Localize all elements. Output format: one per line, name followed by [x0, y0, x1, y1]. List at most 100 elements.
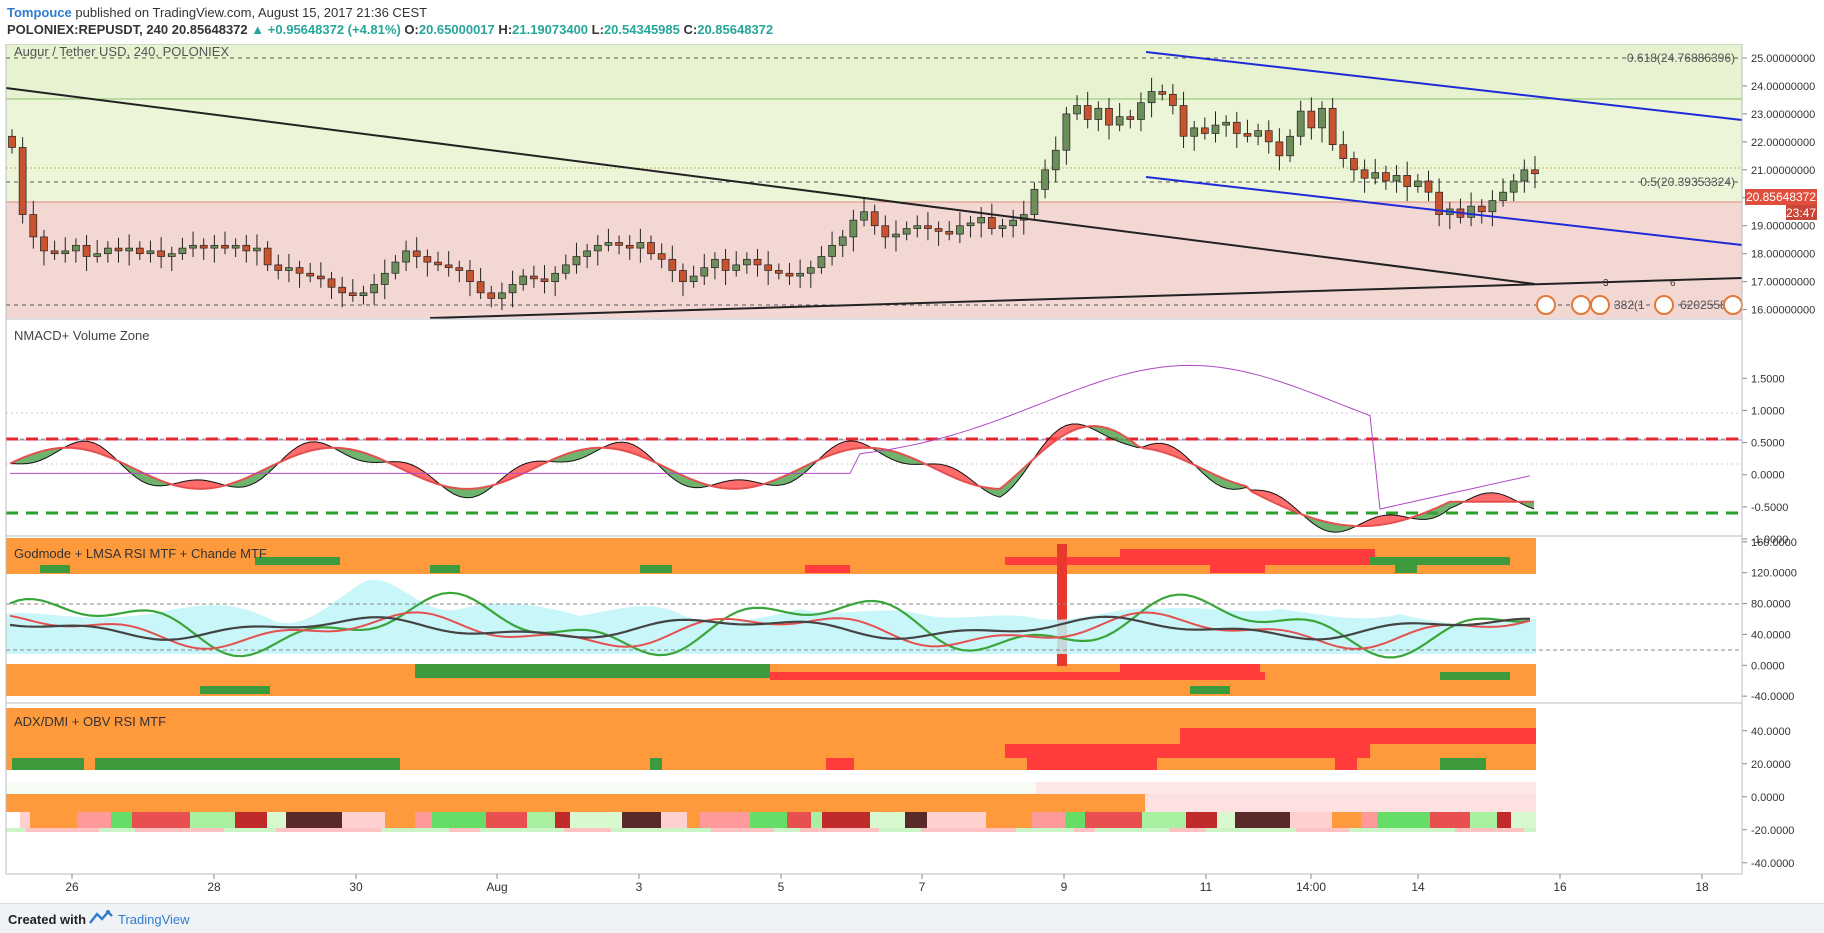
candle[interactable]	[114, 247, 123, 252]
candle[interactable]	[412, 250, 421, 257]
candle[interactable]	[1073, 105, 1081, 115]
candle[interactable]	[647, 242, 655, 255]
candle[interactable]	[572, 256, 581, 266]
candle[interactable]	[902, 228, 911, 235]
candle[interactable]	[50, 250, 59, 255]
candle[interactable]	[860, 211, 868, 221]
candle[interactable]	[1531, 169, 1539, 175]
candle[interactable]	[1254, 130, 1262, 137]
candle[interactable]	[849, 219, 858, 238]
nmacd-pane[interactable]: NMACD+ Volume Zone 1.5000 1.0000 0.5000 0.0…	[6, 328, 1788, 546]
candle[interactable]	[593, 244, 602, 252]
candle[interactable]	[1041, 169, 1049, 190]
candle[interactable]	[945, 230, 954, 235]
candle[interactable]	[1083, 105, 1092, 120]
candle[interactable]	[466, 270, 474, 283]
candle[interactable]	[828, 244, 836, 257]
candle[interactable]	[135, 247, 144, 255]
candle[interactable]	[870, 211, 879, 227]
candle[interactable]	[604, 242, 613, 246]
candle[interactable]	[1094, 107, 1103, 120]
candle[interactable]	[998, 225, 1007, 229]
candle[interactable]	[1318, 107, 1326, 129]
candle[interactable]	[29, 214, 38, 238]
candle[interactable]	[1371, 172, 1380, 179]
candle[interactable]	[1211, 124, 1220, 134]
candle[interactable]	[508, 284, 517, 294]
candle[interactable]	[1115, 116, 1124, 126]
candle[interactable]	[1328, 107, 1337, 146]
candle[interactable]	[178, 247, 187, 255]
candle[interactable]	[199, 244, 208, 249]
candle[interactable]	[1350, 158, 1358, 171]
candle[interactable]	[540, 278, 549, 283]
candle[interactable]	[1137, 102, 1145, 120]
candle[interactable]	[1222, 121, 1230, 126]
candle[interactable]	[498, 292, 506, 299]
candle[interactable]	[892, 233, 900, 238]
candle[interactable]	[679, 270, 687, 283]
candle[interactable]	[8, 135, 16, 148]
candle[interactable]	[274, 264, 283, 271]
candle[interactable]	[721, 258, 730, 271]
candle[interactable]	[359, 292, 368, 296]
candle[interactable]	[317, 275, 325, 280]
candle[interactable]	[104, 247, 112, 255]
candle[interactable]	[1339, 144, 1348, 159]
candle[interactable]	[636, 242, 645, 249]
candle[interactable]	[189, 244, 197, 249]
candle[interactable]	[1509, 180, 1518, 193]
candle[interactable]	[157, 250, 165, 257]
channel-lower-line[interactable]	[1145, 176, 1743, 246]
channel-upper-line[interactable]	[1145, 51, 1743, 121]
candle[interactable]	[1382, 172, 1390, 182]
candle[interactable]	[838, 236, 847, 246]
candle[interactable]	[1477, 205, 1486, 213]
candle[interactable]	[1275, 141, 1284, 157]
candle[interactable]	[732, 264, 741, 271]
candle[interactable]	[1169, 93, 1177, 106]
flag-icon[interactable]	[1723, 295, 1743, 315]
candle[interactable]	[1179, 105, 1188, 137]
candle[interactable]	[1520, 169, 1529, 182]
candle[interactable]	[1126, 116, 1135, 120]
candle[interactable]	[444, 264, 453, 269]
candle[interactable]	[881, 225, 890, 238]
candle[interactable]	[700, 267, 709, 277]
candle[interactable]	[934, 228, 943, 232]
candle[interactable]	[1158, 91, 1167, 95]
candle[interactable]	[924, 225, 932, 229]
candle[interactable]	[221, 244, 229, 249]
candle[interactable]	[1243, 133, 1252, 137]
candle[interactable]	[956, 225, 964, 235]
candle[interactable]	[146, 250, 155, 255]
candle[interactable]	[689, 275, 698, 283]
candle[interactable]	[306, 272, 315, 277]
price-pane[interactable]: Augur / Tether USD, 240, POLONIEX 0.618(…	[5, 44, 1817, 319]
candle[interactable]	[711, 258, 719, 269]
trendline-descending[interactable]	[5, 87, 1536, 285]
candle[interactable]	[987, 216, 996, 229]
candle[interactable]	[391, 261, 400, 274]
candle[interactable]	[40, 236, 48, 252]
candle[interactable]	[615, 242, 623, 246]
candle[interactable]	[338, 286, 347, 294]
candle[interactable]	[253, 247, 261, 252]
candle[interactable]	[519, 275, 528, 285]
candle[interactable]	[93, 253, 102, 257]
godmode-axis[interactable]: 160.0000 120.0000 80.0000 40.0000 0.0000 -40.…	[1742, 537, 1797, 703]
adx-axis[interactable]: 40.0000 20.0000 0.0000 -20.0000 -40.0000	[1742, 726, 1794, 870]
candle[interactable]	[231, 244, 240, 249]
candle[interactable]	[1403, 175, 1412, 187]
tradingview-logo-icon[interactable]	[88, 909, 114, 927]
trendline-ascending[interactable]	[429, 277, 1743, 319]
candle[interactable]	[785, 272, 794, 277]
flag-icon[interactable]	[1590, 295, 1610, 315]
candle[interactable]	[774, 270, 783, 274]
candle[interactable]	[210, 244, 219, 249]
candle[interactable]	[1030, 189, 1039, 215]
candle[interactable]	[753, 258, 762, 266]
candle[interactable]	[487, 292, 496, 299]
candle[interactable]	[1296, 110, 1305, 137]
candle[interactable]	[1190, 127, 1199, 137]
